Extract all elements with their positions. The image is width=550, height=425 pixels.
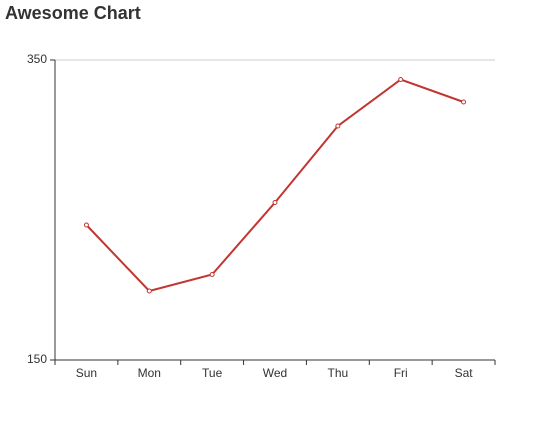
y-tick-label: 350 — [27, 52, 47, 66]
point — [272, 200, 278, 205]
point — [398, 77, 404, 82]
point — [83, 222, 89, 228]
chart-title: Awesome Chart — [5, 3, 141, 23]
x-tick-label: Fri — [394, 366, 408, 380]
point — [146, 288, 152, 294]
line — [85, 78, 464, 293]
y-tick-label: 150 — [27, 352, 47, 366]
x-tick-label: Thu — [328, 366, 349, 380]
x-tick-label: Sun — [76, 366, 97, 380]
x-tick-label: Wed — [263, 366, 287, 380]
point — [461, 99, 467, 105]
x-tick-label: Tue — [202, 366, 223, 380]
point — [335, 123, 341, 129]
point — [209, 272, 215, 277]
x-tick-label: Sat — [455, 366, 474, 380]
x-tick-label: Mon — [138, 366, 161, 380]
